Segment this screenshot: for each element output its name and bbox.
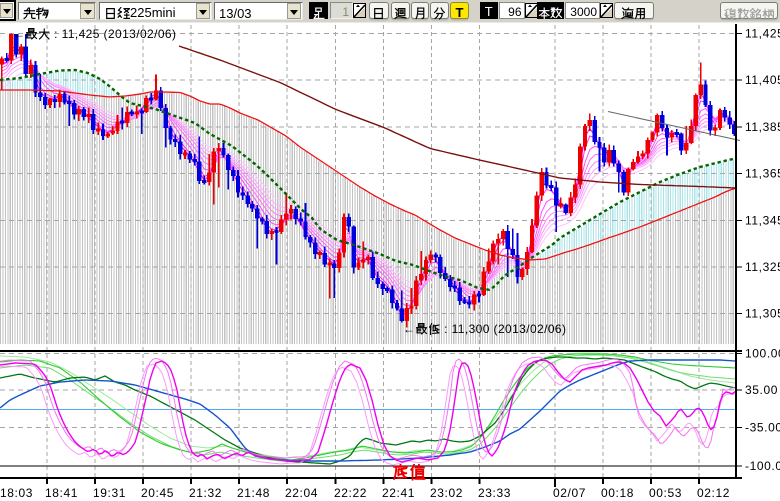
svg-text:11,385: 11,385 bbox=[745, 120, 780, 134]
svg-text:02/07: 02/07 bbox=[553, 486, 586, 500]
svg-text:-35.00: -35.00 bbox=[745, 421, 780, 435]
svg-text:22:41: 22:41 bbox=[382, 486, 415, 500]
svg-text:20:45: 20:45 bbox=[141, 486, 174, 500]
svg-text:22:04: 22:04 bbox=[285, 486, 318, 500]
svg-text:11,305: 11,305 bbox=[745, 307, 780, 321]
svg-text:21:32: 21:32 bbox=[189, 486, 222, 500]
svg-text:11,325: 11,325 bbox=[745, 260, 780, 274]
svg-text:100.00: 100.00 bbox=[745, 347, 780, 361]
svg-text:19:31: 19:31 bbox=[93, 486, 126, 500]
svg-text:21:48: 21:48 bbox=[237, 486, 270, 500]
svg-text:11,345: 11,345 bbox=[745, 214, 780, 228]
svg-text:23:02: 23:02 bbox=[430, 486, 463, 500]
svg-text:22:22: 22:22 bbox=[334, 486, 367, 500]
svg-text:00:18: 00:18 bbox=[601, 486, 634, 500]
svg-text:18:03: 18:03 bbox=[0, 486, 33, 500]
svg-text:11,405: 11,405 bbox=[745, 73, 780, 87]
svg-text:11,365: 11,365 bbox=[745, 167, 780, 181]
svg-text:-100.00: -100.00 bbox=[745, 459, 780, 473]
svg-text:35.00: 35.00 bbox=[745, 383, 778, 397]
svg-text:00:53: 00:53 bbox=[649, 486, 682, 500]
svg-text:23:33: 23:33 bbox=[478, 486, 511, 500]
svg-text:18:41: 18:41 bbox=[45, 486, 78, 500]
svg-text:11,425: 11,425 bbox=[745, 27, 780, 41]
svg-text:02:12: 02:12 bbox=[697, 486, 730, 500]
